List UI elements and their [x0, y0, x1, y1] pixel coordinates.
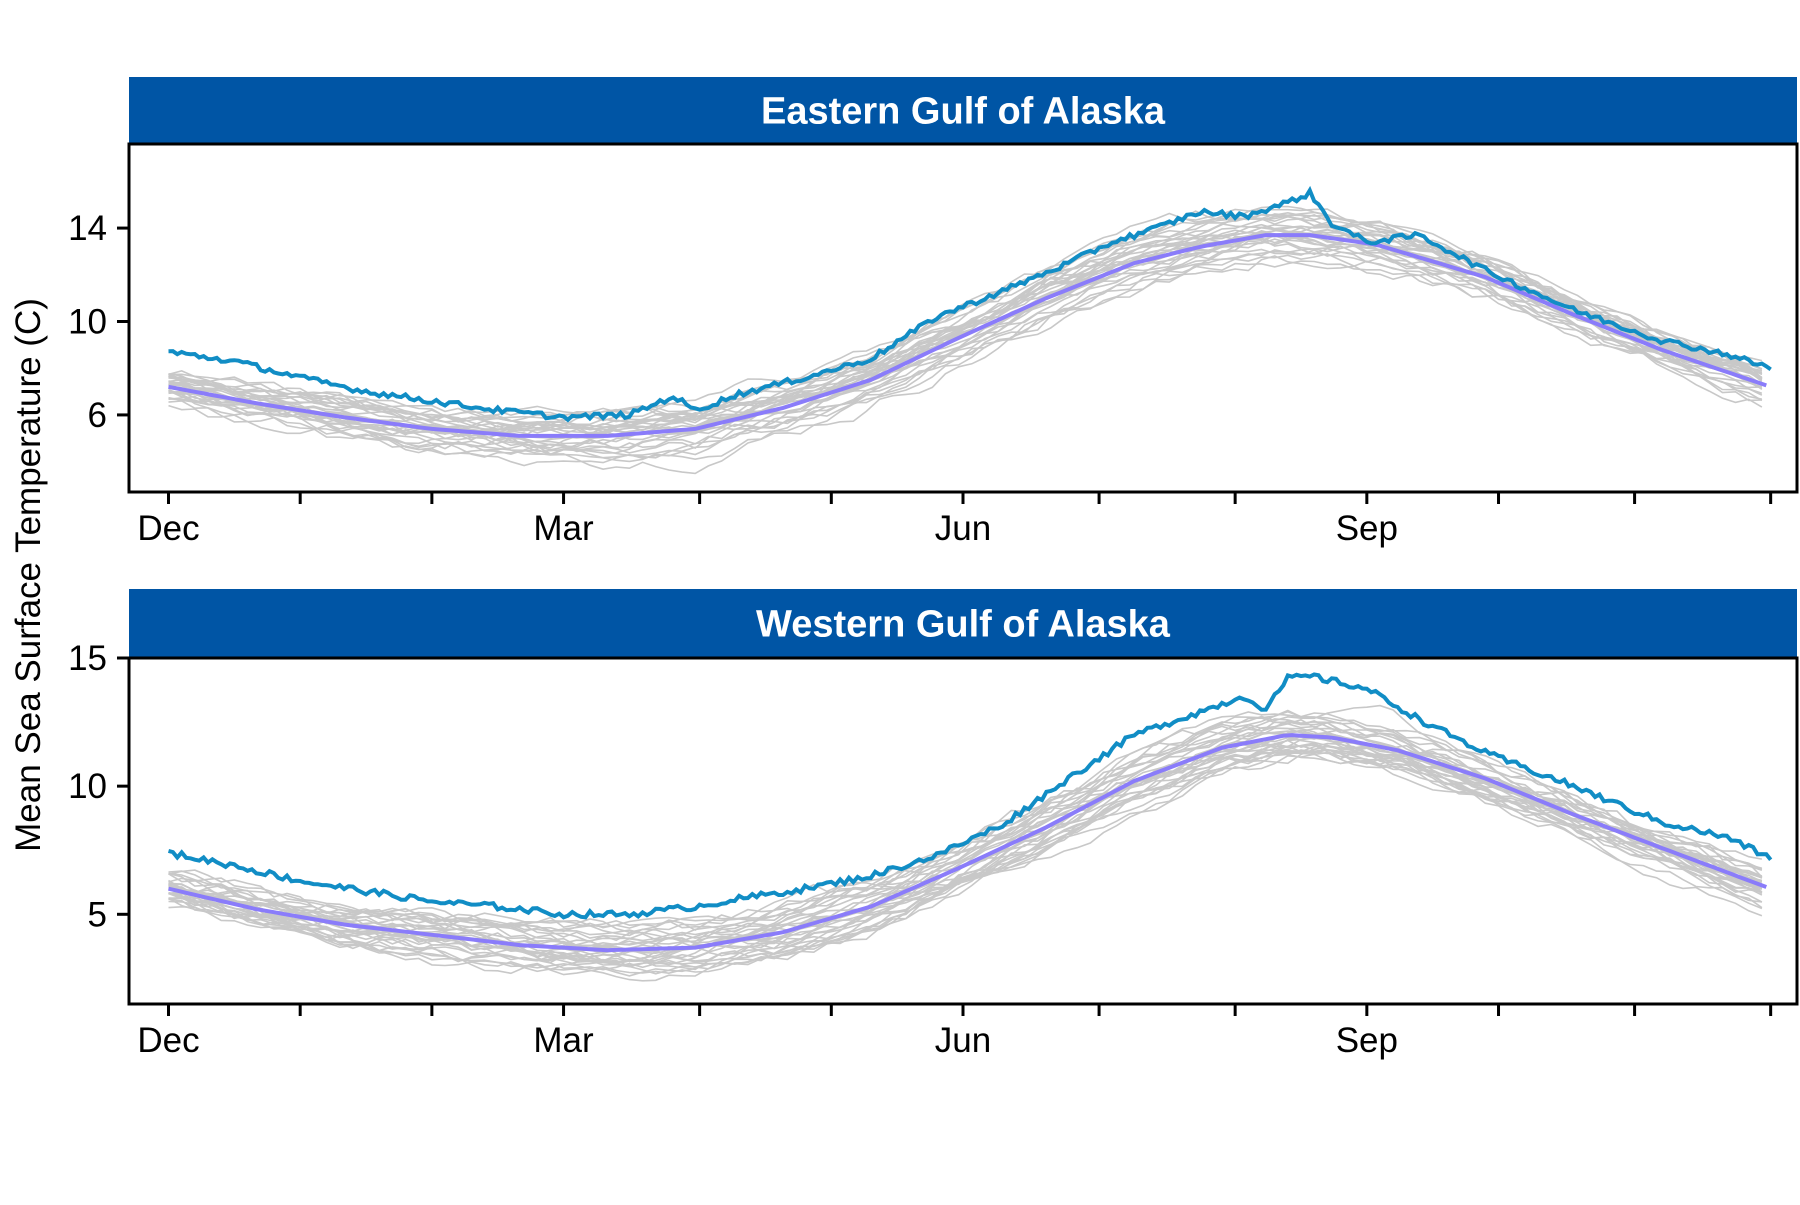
y-tick-label: 10 [68, 767, 107, 806]
history-year-line [168, 745, 1763, 969]
history-year-line [168, 749, 1763, 971]
history-year-line [168, 245, 1763, 463]
x-tick-label: Dec [137, 509, 199, 548]
history-year-line [168, 260, 1763, 467]
x-tick-label: Jun [935, 1021, 991, 1060]
x-tick-label: Mar [533, 1021, 594, 1060]
panel-title: Eastern Gulf of Alaska [761, 91, 1166, 133]
x-tick-label: Sep [1336, 509, 1398, 548]
history-year-line [168, 731, 1763, 949]
x-tick-label: Jun [935, 509, 991, 548]
y-axis-label: Mean Sea Surface Temperature (C) [9, 298, 48, 852]
history-year-line [168, 751, 1763, 977]
y-tick-label: 10 [68, 303, 107, 342]
history-year-line [168, 704, 1763, 945]
x-tick-label: Dec [137, 1021, 199, 1060]
y-tick-label: 6 [88, 396, 107, 435]
x-tick-label: Mar [533, 509, 594, 548]
x-tick-label: Sep [1336, 1021, 1398, 1060]
history-year-line [168, 224, 1763, 437]
plot-lines [167, 672, 1773, 982]
history-year-line [168, 709, 1763, 933]
panel-title: Western Gulf of Alaska [756, 604, 1171, 646]
climatology-mean-line [168, 733, 1768, 953]
history-year-line [168, 233, 1762, 450]
history-year-line [168, 211, 1763, 426]
y-tick-label: 14 [68, 209, 107, 248]
panel-western: Western Gulf of Alaska 5 10 15 Dec Mar Jun Sep [68, 589, 1799, 1060]
history-year-line [168, 226, 1763, 433]
current-year-line [167, 672, 1773, 920]
y-tick-label: 15 [68, 639, 107, 678]
climatology-mean-line [168, 233, 1767, 438]
panel-strip [129, 77, 1797, 144]
history-year-line [168, 721, 1763, 934]
plot-lines [168, 185, 1772, 475]
y-tick-label: 5 [88, 895, 107, 934]
history-year-line [168, 717, 1763, 937]
history-year-line [168, 753, 1763, 971]
history-year-line [168, 710, 1763, 936]
history-year-line [168, 248, 1763, 456]
history-year-line [168, 214, 1763, 423]
current-year-line [168, 185, 1772, 423]
panel-strip [129, 589, 1797, 658]
panel-eastern: Eastern Gulf of Alaska 6 10 14 Dec Mar Jun Sep [68, 77, 1799, 548]
plot-frame [127, 656, 1799, 1006]
history-year-line [168, 718, 1763, 944]
